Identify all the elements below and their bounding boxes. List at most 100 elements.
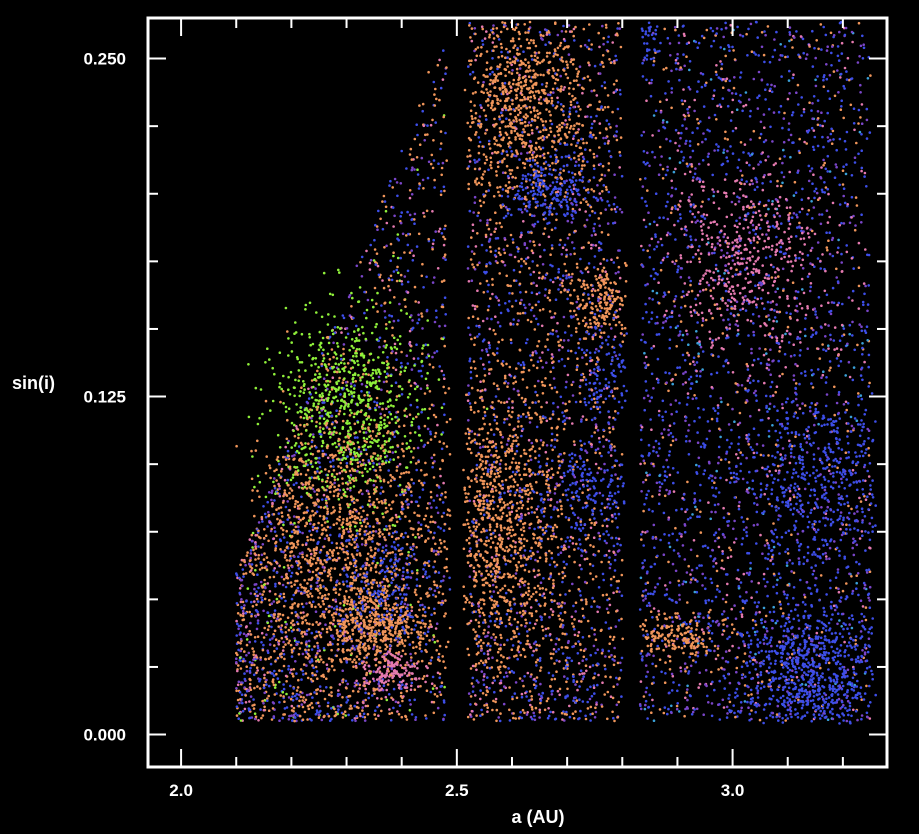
data-point [589,653,592,657]
data-point [665,66,668,70]
data-point [266,611,270,614]
data-point [600,105,603,108]
data-point [596,447,600,451]
data-point [510,213,513,217]
data-point [247,689,250,692]
data-point [250,563,254,566]
data-point [489,525,492,529]
data-point [246,587,250,590]
data-point [541,443,545,447]
data-point [581,271,584,275]
data-point [547,671,551,675]
data-point [471,690,475,693]
data-point [378,275,382,279]
data-point [372,647,375,651]
data-point [441,337,445,341]
data-point [409,403,413,407]
data-point [536,550,539,554]
data-point [475,652,479,656]
data-point [574,601,578,604]
data-point [520,233,523,237]
data-point [602,65,605,68]
data-point [611,394,615,398]
data-point [620,453,624,456]
data-point [791,46,794,49]
data-point [524,691,527,695]
data-point [444,224,447,228]
data-point [435,649,439,652]
data-point [241,709,245,713]
data-point [413,218,416,221]
data-point [641,75,645,78]
data-point [315,529,319,533]
data-point [439,527,443,530]
data-point [500,487,504,490]
data-point [367,537,370,541]
data-point [283,478,287,482]
data-point [855,587,858,590]
data-point [482,678,485,682]
data-point [619,370,623,373]
data-point [582,649,586,652]
data-point [238,587,242,590]
data-point [512,318,515,321]
data-point [553,312,557,315]
data-point [558,593,562,597]
data-point [266,651,270,654]
data-point [420,274,424,278]
data-point [562,624,565,627]
data-point [755,306,758,309]
data-point [750,580,753,583]
data-point [491,152,494,155]
data-point [558,693,561,697]
data-point [494,315,497,319]
data-point [618,27,621,30]
data-point [410,158,414,161]
data-point [242,575,245,578]
data-point [402,454,406,458]
data-point [576,266,579,269]
data-point [592,405,596,409]
data-point [561,246,565,249]
data-point [426,441,430,445]
data-point [620,594,624,597]
data-point [590,188,593,191]
data-point [479,512,483,515]
data-point [752,358,756,362]
data-point [470,595,473,599]
data-point [536,394,539,397]
data-point [585,602,588,606]
data-point [593,672,597,675]
data-point [763,126,766,129]
data-point [424,343,428,347]
data-point [310,648,314,651]
data-point [410,713,414,716]
data-point [388,712,391,715]
data-point [576,516,580,520]
data-point [513,255,517,259]
data-point [558,243,561,247]
data-point [497,716,501,719]
data-point [443,413,446,417]
data-point [498,272,502,275]
data-point [486,499,489,503]
data-point [444,491,447,494]
data-point [375,401,379,405]
data-point [533,328,537,331]
data-point [614,54,617,58]
data-point [432,593,435,597]
data-point [526,671,530,675]
data-point [301,551,304,554]
data-point [297,678,300,682]
data-point [478,396,482,400]
data-point [325,373,329,377]
data-point [392,319,396,323]
data-point [488,372,491,375]
data-point [522,303,526,307]
data-point [262,666,265,670]
data-point [483,270,486,274]
data-point [271,680,275,683]
data-point [286,500,290,503]
data-point [301,652,305,656]
data-point [615,590,619,593]
